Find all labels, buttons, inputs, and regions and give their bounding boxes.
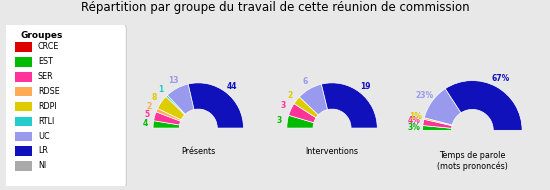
Wedge shape — [157, 96, 185, 120]
Text: LR: LR — [38, 146, 48, 155]
Text: 23%: 23% — [416, 91, 434, 101]
Bar — [15, 146, 32, 156]
Text: 2: 2 — [147, 102, 152, 111]
Wedge shape — [156, 108, 181, 121]
Text: Temps de parole
(mots prononcés): Temps de parole (mots prononcés) — [437, 151, 508, 171]
Wedge shape — [422, 126, 452, 130]
Bar — [15, 161, 32, 171]
Bar — [15, 72, 32, 82]
Wedge shape — [423, 119, 452, 128]
Bar — [15, 132, 32, 141]
Wedge shape — [153, 112, 180, 125]
Bar — [15, 87, 32, 96]
Wedge shape — [166, 95, 185, 115]
Text: 4%: 4% — [408, 116, 421, 125]
Text: Présents: Présents — [181, 147, 216, 156]
Bar — [15, 117, 32, 126]
Text: 44: 44 — [226, 82, 237, 91]
Bar — [15, 102, 32, 111]
Text: 5: 5 — [144, 110, 150, 119]
Wedge shape — [299, 84, 328, 115]
Text: Répartition par groupe du travail de cette réunion de commission: Répartition par groupe du travail de cet… — [81, 1, 469, 14]
Wedge shape — [188, 83, 244, 128]
Text: SER: SER — [38, 72, 53, 81]
Text: 3%: 3% — [408, 123, 420, 132]
Text: 1%: 1% — [409, 112, 422, 121]
Text: EST: EST — [38, 57, 53, 66]
Text: UC: UC — [38, 132, 50, 141]
Text: 13: 13 — [168, 76, 178, 86]
Text: NI: NI — [38, 161, 46, 170]
Wedge shape — [446, 81, 522, 130]
Text: 4: 4 — [142, 119, 148, 128]
Wedge shape — [289, 104, 316, 123]
Text: 3: 3 — [281, 101, 286, 110]
Text: 6: 6 — [302, 77, 308, 86]
Text: RDSE: RDSE — [38, 87, 59, 96]
Wedge shape — [153, 121, 179, 128]
Wedge shape — [424, 118, 452, 126]
Wedge shape — [424, 89, 461, 125]
Text: 8: 8 — [152, 93, 157, 102]
Text: CRCE: CRCE — [38, 43, 59, 51]
Bar — [15, 42, 32, 52]
Wedge shape — [287, 115, 314, 128]
Text: RDPI: RDPI — [38, 102, 57, 111]
Wedge shape — [294, 97, 318, 118]
Wedge shape — [321, 83, 377, 128]
FancyBboxPatch shape — [4, 23, 127, 189]
Bar — [15, 57, 32, 67]
Text: Interventions: Interventions — [306, 147, 359, 156]
Text: 2: 2 — [288, 91, 293, 100]
Text: 19: 19 — [360, 82, 370, 91]
Text: 3: 3 — [277, 116, 282, 125]
Wedge shape — [167, 84, 194, 114]
Text: Groupes: Groupes — [20, 31, 63, 40]
Text: 1: 1 — [158, 86, 163, 94]
Text: RTLI: RTLI — [38, 117, 54, 126]
Text: 67%: 67% — [491, 74, 509, 83]
